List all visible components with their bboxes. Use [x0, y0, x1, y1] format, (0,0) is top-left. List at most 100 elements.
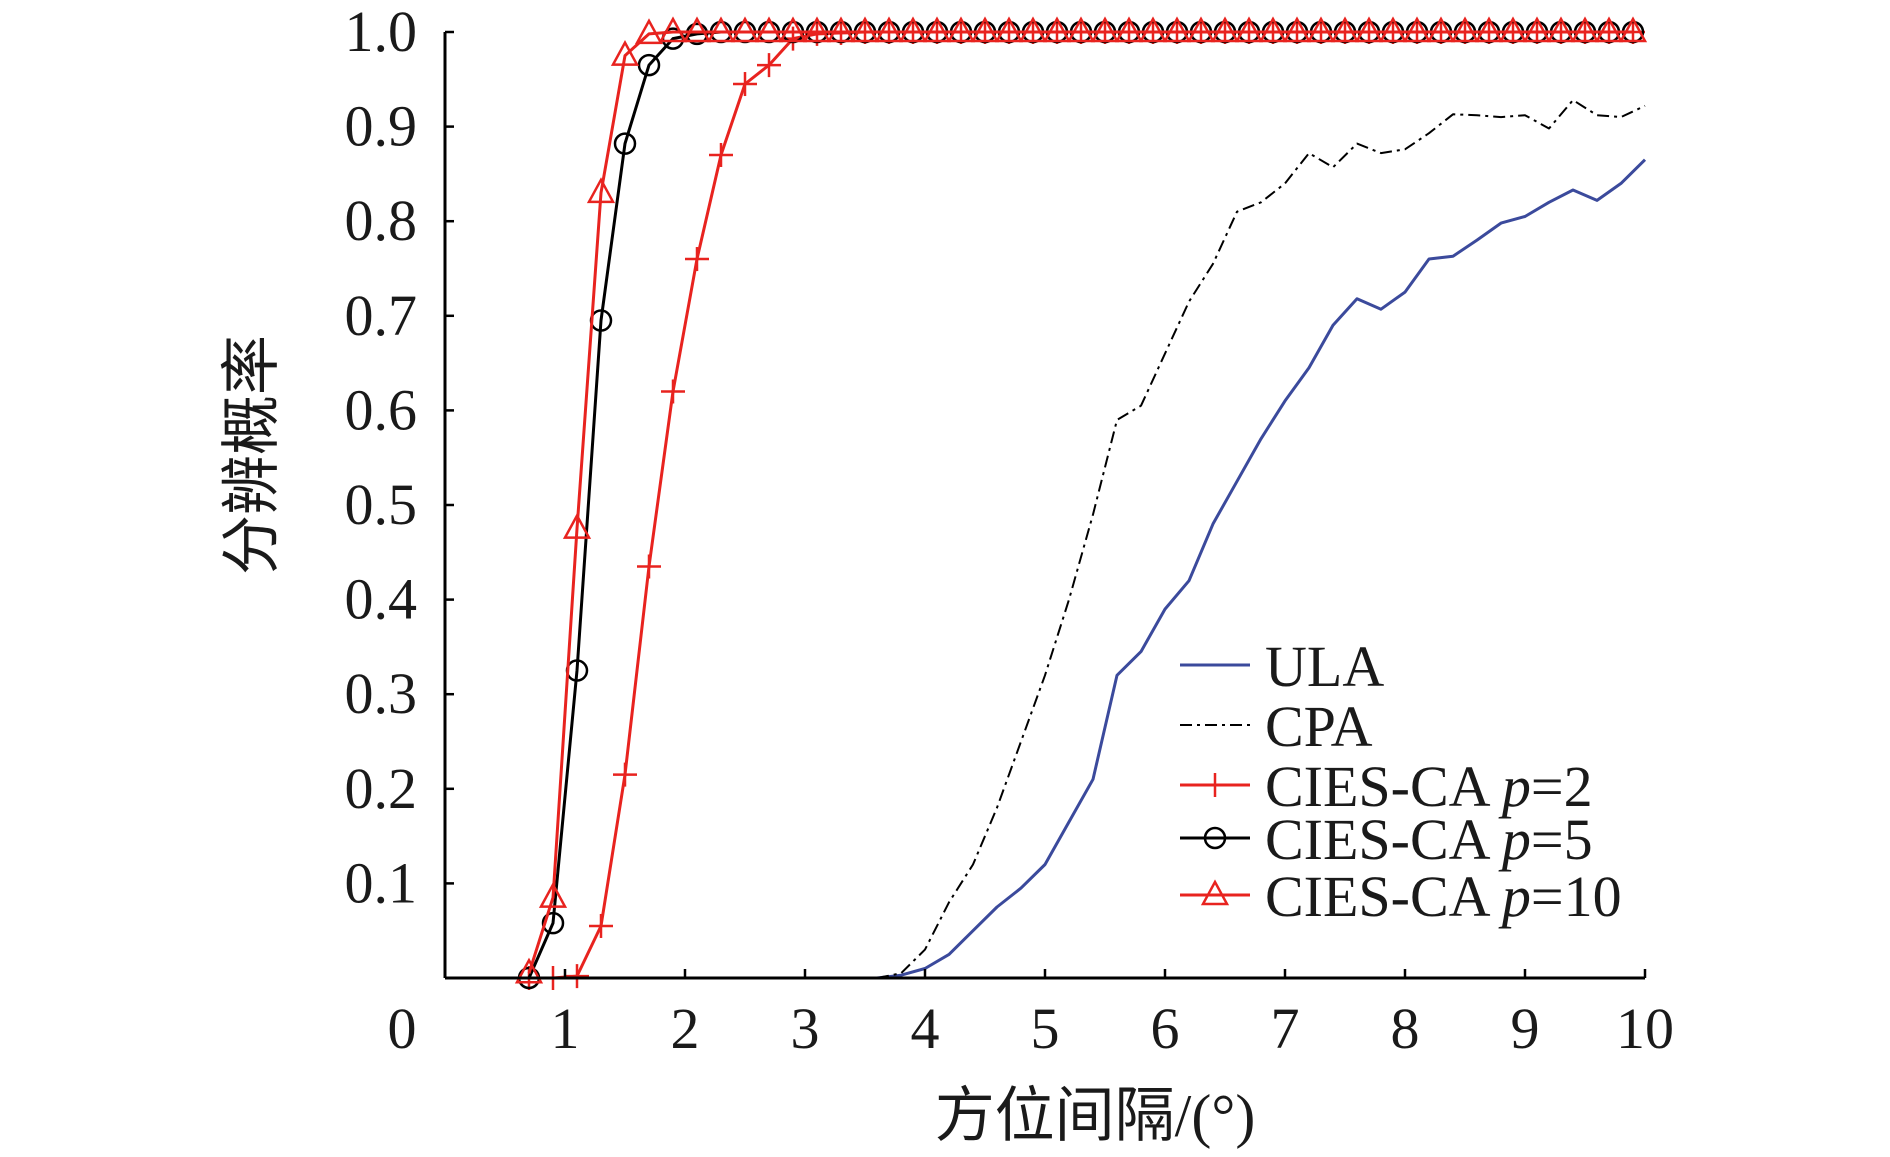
- series-cpa: [876, 99, 1646, 979]
- point-cies_p10: [586, 177, 616, 204]
- point-cies_p5: [541, 911, 565, 935]
- y-tick-label: 0.8: [345, 188, 418, 253]
- point-cies_p10: [514, 957, 544, 984]
- point-cies_p2: [661, 379, 685, 404]
- point-cies_p10: [1114, 16, 1144, 43]
- point-cies_p10: [970, 16, 1000, 43]
- axes: [443, 30, 1647, 980]
- point-cies_p10: [538, 881, 568, 908]
- point-cies_p10: [634, 18, 664, 45]
- point-cies_p2: [757, 53, 781, 78]
- x-tick-label: 3: [791, 996, 820, 1061]
- legend-label: CIES-CA p=5: [1265, 807, 1593, 872]
- point-cies_p10: [1618, 16, 1648, 43]
- series-cies_p10: [514, 16, 1648, 984]
- x-tick-label: 7: [1271, 996, 1300, 1061]
- point-cies_p10: [1090, 16, 1120, 43]
- x-tick-label: 10: [1616, 996, 1674, 1061]
- legend-label: CPA: [1265, 694, 1373, 759]
- point-cies_p10: [1546, 16, 1576, 43]
- point-cies_p10: [1522, 16, 1552, 43]
- point-cies_p10: [1162, 16, 1192, 43]
- point-cies_p10: [922, 16, 952, 43]
- point-cies_p10: [898, 16, 928, 43]
- point-cies_p10: [1234, 16, 1264, 43]
- y-tick-label: 0.9: [345, 94, 418, 159]
- point-cies_p10: [1378, 16, 1408, 43]
- point-cies_p10: [682, 16, 712, 43]
- point-cies_p10: [1282, 16, 1312, 43]
- series-layer: [514, 16, 1648, 990]
- point-cies_p2: [565, 964, 589, 989]
- point-cies_p10: [850, 16, 880, 43]
- series-ula: [876, 158, 1647, 980]
- point-cies_p10: [754, 16, 784, 43]
- point-cies_p2: [613, 762, 637, 787]
- point-cies_p10: [730, 16, 760, 43]
- point-cies_p10: [1066, 16, 1096, 43]
- x-tick-label: 8: [1391, 996, 1420, 1061]
- point-cies_p5: [637, 53, 661, 77]
- point-cies_p10: [1354, 16, 1384, 43]
- point-cies_p10: [1570, 16, 1600, 43]
- legend-item-cies_p2: CIES-CA p=2: [1180, 754, 1593, 819]
- point-cies_p10: [994, 16, 1024, 43]
- legend-item-cies_p10: CIES-CA p=10: [1180, 864, 1622, 929]
- legend-marker: [1203, 826, 1227, 850]
- point-cies_p10: [1498, 16, 1528, 43]
- point-cies_p10: [946, 16, 976, 43]
- point-cies_p2: [685, 247, 709, 272]
- point-cies_p10: [706, 16, 736, 43]
- y-tick-label: 0.3: [345, 661, 418, 726]
- legend-item-cpa: CPA: [1180, 694, 1373, 759]
- point-cies_p10: [658, 16, 688, 43]
- legend-item-cies_p5: CIES-CA p=5: [1180, 807, 1593, 872]
- point-cies_p2: [589, 913, 613, 938]
- point-cies_p2: [733, 72, 757, 97]
- x-tick-label: 6: [1151, 996, 1180, 1061]
- legend-marker: [1200, 879, 1230, 906]
- x-tick-label: 2: [671, 996, 700, 1061]
- legend-item-ula: ULA: [1180, 634, 1384, 699]
- point-cies_p10: [562, 513, 592, 539]
- series-line-ula: [876, 158, 1647, 980]
- point-cies_p10: [778, 16, 808, 43]
- point-cies_p10: [874, 16, 904, 43]
- x-axis-title: 方位间隔/(°): [935, 1083, 1256, 1149]
- point-cies_p10: [1426, 16, 1456, 43]
- x-tick-label: 5: [1031, 996, 1060, 1061]
- point-cies_p10: [1138, 16, 1168, 43]
- point-cies_p10: [1042, 16, 1072, 43]
- point-cies_p10: [1330, 16, 1360, 43]
- y-tick-label: 0.7: [345, 283, 418, 348]
- y-axis-title: 分辨概率: [219, 335, 285, 575]
- point-cies_p10: [1306, 16, 1336, 43]
- x-tick-label: 1: [551, 996, 580, 1061]
- point-cies_p10: [1186, 16, 1216, 43]
- series-line-cpa: [876, 99, 1646, 979]
- point-cies_p10: [1258, 16, 1288, 43]
- point-cies_p10: [1402, 16, 1432, 43]
- origin-label: 0: [388, 996, 417, 1061]
- point-cies_p10: [1450, 16, 1480, 43]
- point-cies_p10: [1210, 16, 1240, 43]
- x-tick-label: 9: [1511, 996, 1540, 1061]
- legend-marker: [1203, 773, 1227, 797]
- y-tick-label: 0.1: [345, 850, 418, 915]
- point-cies_p2: [709, 142, 733, 167]
- point-cies_p5: [613, 132, 637, 155]
- legend-label: ULA: [1265, 634, 1384, 699]
- y-tick-label: 0.6: [345, 377, 418, 442]
- point-cies_p2: [637, 554, 661, 579]
- y-tick-label: 0.5: [345, 472, 418, 537]
- x-tick-label: 4: [911, 996, 940, 1061]
- point-cies_p10: [1474, 16, 1504, 43]
- point-cies_p10: [610, 40, 640, 66]
- legend-label: CIES-CA p=10: [1265, 864, 1622, 929]
- tick-labels: 1 2 3 4 5 6 7 8 9 10 0.1 0.2 0.3 0.4 0.5 0.6 0.7 0.8 0.9 1.…: [345, 0, 1675, 1061]
- point-cies_p10: [826, 16, 856, 43]
- y-tick-label: 0.2: [345, 756, 418, 821]
- y-tick-label: 0.4: [345, 567, 418, 632]
